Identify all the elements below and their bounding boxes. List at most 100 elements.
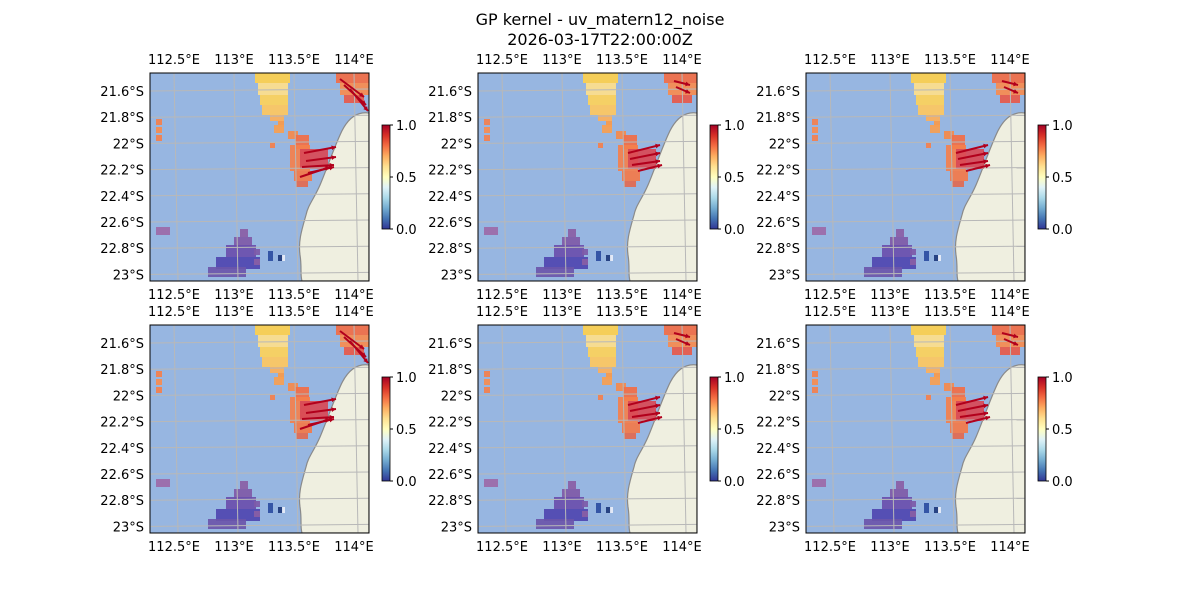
colorbar-tick-label: 0.5 xyxy=(1052,423,1073,438)
data-cell xyxy=(562,489,580,499)
y-tick-label: 23°S xyxy=(769,268,800,283)
vector-arrowhead xyxy=(363,358,368,363)
vector-arrowhead xyxy=(685,341,690,346)
data-cell xyxy=(916,347,944,357)
gridline-lat xyxy=(806,340,1025,344)
data-cell xyxy=(234,237,252,247)
coastline xyxy=(954,364,1025,533)
data-cell xyxy=(568,229,576,237)
data-cell xyxy=(602,125,612,133)
colorbar xyxy=(1037,376,1047,482)
y-tick-label: 22.2°S xyxy=(428,164,472,179)
data-cell xyxy=(268,251,273,261)
map-panel: 112.5°E 112.5°E 113°E 113°E 113.5°E 113.5°E 11… xyxy=(428,53,744,303)
vector-arrowhead xyxy=(685,89,690,94)
data-cell xyxy=(554,245,584,257)
x-tick-label-top: 112.5°E xyxy=(476,53,528,68)
gridline-lat xyxy=(478,271,697,275)
x-tick-label-bottom: 112.5°E xyxy=(476,540,528,555)
x-tick-label-bottom: 112.5°E xyxy=(804,288,856,303)
y-tick-label: 22.4°S xyxy=(100,190,144,205)
x-tick-label-top: 113.5°E xyxy=(268,53,320,68)
y-tick-label: 21.8°S xyxy=(428,363,472,378)
x-tick-label-bottom: 113°E xyxy=(870,288,910,303)
data-cell xyxy=(588,347,616,357)
figure-title-text: GP kernel - uv_matern12_noise xyxy=(475,10,725,29)
gridline-lat xyxy=(478,167,697,171)
y-tick-label: 22.6°S xyxy=(100,216,144,231)
y-tick-label: 21.8°S xyxy=(100,111,144,126)
data-cell xyxy=(622,171,640,181)
y-tick-label: 21.6°S xyxy=(756,337,800,352)
gridline-lat xyxy=(806,271,1025,275)
data-cell xyxy=(918,105,944,115)
data-cell xyxy=(606,121,612,127)
vector-arrowhead xyxy=(983,143,988,149)
data-cell xyxy=(812,479,826,487)
x-tick-label-bottom: 113.5°E xyxy=(924,288,976,303)
data-cell xyxy=(484,371,490,377)
x-tick-label-bottom: 113.5°E xyxy=(268,540,320,555)
gridline-lon xyxy=(949,73,955,281)
data-cell xyxy=(582,501,588,507)
gridline-lon xyxy=(829,73,835,281)
data-cell xyxy=(336,73,369,83)
gridline-lat xyxy=(150,471,369,475)
vector-arrowhead xyxy=(983,403,988,409)
data-cell xyxy=(944,383,954,391)
x-tick-label-bottom: 112.5°E xyxy=(476,288,528,303)
gridline-lon xyxy=(889,325,895,533)
data-cell xyxy=(254,249,260,255)
gridline-lat xyxy=(150,366,369,370)
data-cell xyxy=(484,135,490,141)
map-content xyxy=(478,325,697,533)
figure-title: GP kernel - uv_matern12_noise 2026-03-17… xyxy=(0,10,1200,50)
data-cell xyxy=(890,489,908,499)
y-tick-label: 21.6°S xyxy=(100,85,144,100)
colorbar-tick-label: 0.5 xyxy=(396,423,417,438)
vector-arrow xyxy=(339,78,365,98)
colorbar-tick-label: 1.0 xyxy=(396,371,417,386)
gridline-lat xyxy=(150,445,369,449)
vector-arrowhead xyxy=(1013,333,1018,339)
x-tick-label-bottom: 114°E xyxy=(334,288,374,303)
x-tick-label-top: 113.5°E xyxy=(924,53,976,68)
gridline-lon xyxy=(173,73,179,281)
gridline-lat xyxy=(806,497,1025,501)
gridline-lat xyxy=(150,245,369,249)
x-tick-label-top: 114°E xyxy=(334,305,374,320)
x-tick-label-top: 113°E xyxy=(870,305,910,320)
vector-arrow xyxy=(301,164,335,168)
map-content xyxy=(806,73,1025,281)
data-cell xyxy=(562,237,580,247)
x-tick-label-top: 114°E xyxy=(662,305,702,320)
x-tick-label-bottom: 112.5°E xyxy=(804,540,856,555)
vector-arrowhead xyxy=(655,151,660,157)
gridline-lat xyxy=(478,219,697,223)
data-cell xyxy=(934,121,940,127)
map-panel: 112.5°E 112.5°E 113°E 113°E 113.5°E 113.5°E 11… xyxy=(428,305,744,555)
data-cell xyxy=(240,229,248,237)
gridline-lat xyxy=(150,392,369,396)
data-cell xyxy=(896,481,904,489)
colorbar-tick-label: 0.5 xyxy=(1052,171,1073,186)
colorbar xyxy=(709,124,719,230)
data-cell xyxy=(598,367,612,373)
vector-arrowhead xyxy=(331,397,336,403)
vector-arrowhead xyxy=(655,395,660,401)
vector-arrowhead xyxy=(983,159,988,164)
vector-arrowhead xyxy=(329,417,334,423)
gridline-lat xyxy=(478,340,697,344)
x-tick-label-bottom: 114°E xyxy=(990,288,1030,303)
data-cell xyxy=(812,135,818,141)
data-cell xyxy=(258,335,288,347)
gridline-lon xyxy=(949,325,955,533)
data-cell xyxy=(156,371,162,377)
y-tick-label: 22.4°S xyxy=(428,190,472,205)
vector-arrow xyxy=(349,340,369,364)
gridline-lon xyxy=(293,73,299,281)
data-cell xyxy=(864,267,902,277)
vector-arrowhead xyxy=(685,81,690,87)
vector-arrowhead xyxy=(1013,81,1018,87)
x-tick-label-top: 112.5°E xyxy=(476,305,528,320)
